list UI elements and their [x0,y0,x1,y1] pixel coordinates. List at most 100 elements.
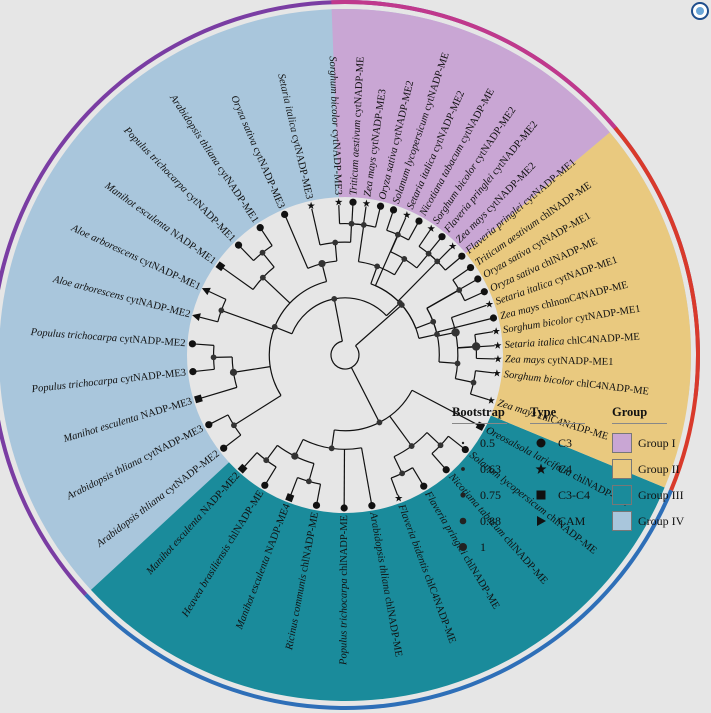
root-arc [330,340,360,370]
tip-marker-cam [201,287,211,296]
tree-branch [426,432,441,446]
circle-icon [536,438,546,448]
bootstrap-node [263,457,270,464]
tip-marker-c3 [312,501,321,509]
bootstrap-node [210,354,217,361]
tip-marker-c3-c4 [194,394,203,404]
bootstrap-node [332,239,339,246]
bootstrap-legend-item: 0.5 [452,430,522,456]
group-legend-item: Group IV [612,508,692,534]
bootstrap-node [360,222,367,228]
bootstrap-node [434,258,441,265]
tree-branch [261,229,273,246]
tip-marker-c3 [376,202,385,210]
group-sector-group-i [331,9,610,254]
tip-marker-c3 [189,368,197,376]
tip-marker-c3 [461,445,469,454]
tip-marker-c3 [188,340,197,348]
type-legend-item-cam: CAM [530,508,600,534]
tree-branch [265,444,278,461]
bootstrap-node [271,323,278,330]
group-sector-group-iii [90,415,665,701]
tip-marker-c3 [349,198,357,206]
tree-branch [265,466,277,484]
type-legend-item-c3c4: C3-C4 [530,482,600,508]
bootstrap-node [231,422,237,429]
bootstrap-node [401,256,408,262]
tree-branch [447,435,464,449]
bootstrap-node [471,342,481,351]
tip-marker-c3 [415,217,423,225]
tip-marker-c3-c4 [237,463,248,474]
bootstrap-node [430,318,437,325]
tip-marker-c4 [487,396,495,404]
tree-branch [374,208,381,228]
bootstrap-node [259,249,266,256]
tip-marker-c3 [256,224,264,232]
tree-branch [333,298,343,342]
bootstrap-node [434,331,440,338]
bootstrap-node [437,442,444,449]
bootstrap-node [348,220,355,227]
tree-branch [386,302,401,317]
tip-marker-c4 [427,224,436,232]
tree-branch [444,257,460,271]
tip-marker-c3 [220,444,228,452]
bootstrap-legend: Bootstrap 0.5 0.63 0.75 0.88 1 [452,405,522,560]
tree-branch [355,304,403,347]
tree-branch [360,447,372,503]
tree-branch [331,429,335,449]
group-sector-group-ii [465,132,692,488]
tree-branch [233,366,271,373]
bootstrap-node [425,250,432,257]
bootstrap-legend-item: 0.88 [452,508,522,534]
tree-branch [338,205,341,224]
tree-branch [211,414,229,424]
tree-branch [362,206,367,225]
bootstrap-node [259,274,266,281]
tree-branch [411,389,479,426]
tree-branch [334,242,338,262]
tree-branch [408,223,419,241]
tree-branch [418,333,438,339]
tip-marker-c3-c4 [215,261,226,272]
tree-branch [199,316,218,323]
leaf-label: Triticum aestivum cytNADP-ME [348,56,366,195]
tip-marker-c3-c4 [285,493,295,503]
bootstrap-node [451,328,460,337]
tip-marker-c4 [493,369,501,377]
tree-branch [397,260,438,302]
tree-branch [393,456,403,474]
bootstrap-legend-item: 0.75 [452,482,522,508]
corner-badge-icon [691,2,709,20]
tree-branch [350,367,380,423]
tip-marker-cam [192,313,201,322]
tip-marker-c3 [420,482,428,490]
bootstrap-node [331,295,338,302]
group-sectors [0,9,692,701]
tip-marker-c4 [307,201,315,210]
leaf-label: Populus trichocarpa chlNADP-ME [338,515,350,666]
tip-marker-c3 [234,241,243,249]
bootstrap-node [376,419,383,426]
square-icon [536,490,546,500]
tree-branch [389,415,413,447]
tree-branch [290,477,299,496]
tip-marker-c3 [442,466,450,474]
bootstrap-node [318,259,326,268]
tree-branch [418,230,431,247]
group-legend: Group Group I Group II Group III Group I… [612,405,692,534]
type-legend: Type C3 C4 C3-C4 CAM [530,405,600,534]
tree-branch [311,208,321,246]
tree-branch [475,370,494,374]
group-legend-title: Group [612,405,667,424]
tree-branch [438,361,458,364]
group-legend-item: Group III [612,482,692,508]
tree-branch [455,378,474,384]
tree-branch [470,393,489,401]
tree-branch [262,252,275,268]
tree-branch [412,467,423,484]
bootstrap-nodes [210,220,481,485]
bootstrap-node [291,452,299,460]
